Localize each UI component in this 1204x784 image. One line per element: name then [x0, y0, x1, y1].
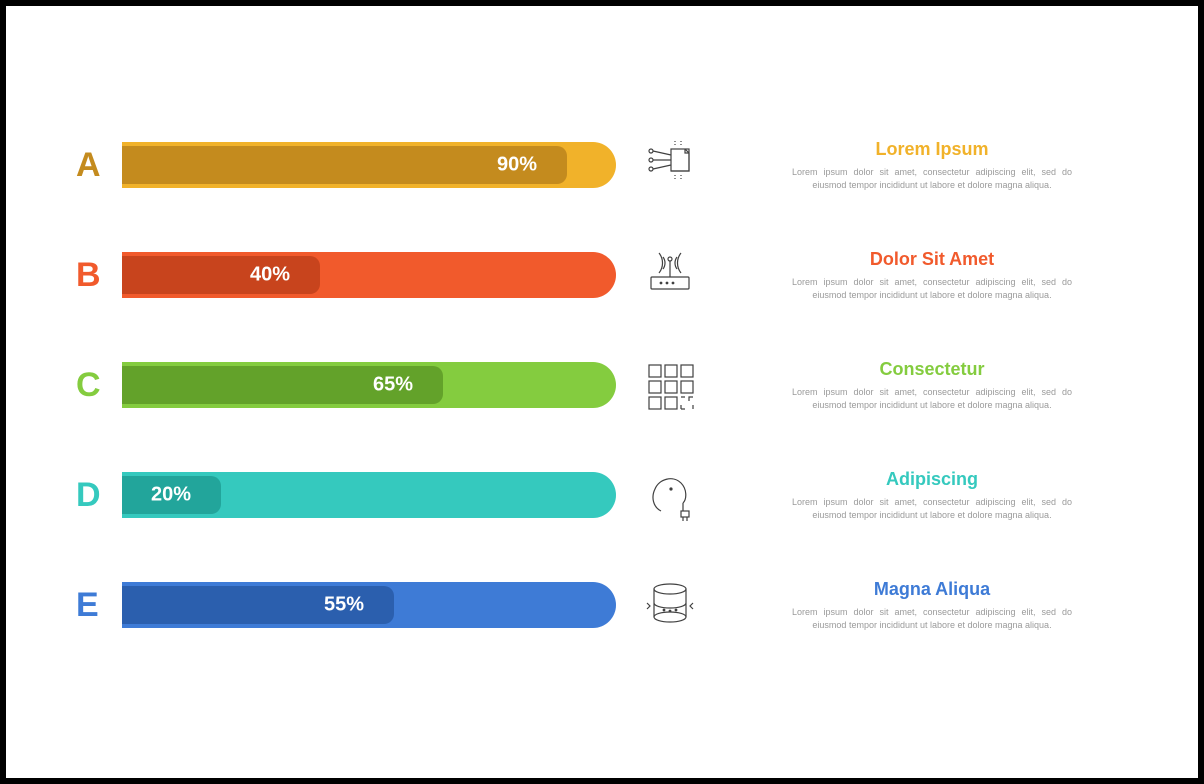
progress-value-label: 55% — [324, 594, 364, 617]
row-description: Lorem ipsum dolor sit amet, consectetur … — [792, 606, 1072, 630]
row-title: Consectetur — [736, 359, 1128, 380]
row-text: Lorem Ipsum Lorem ipsum dolor sit amet, c… — [726, 139, 1128, 190]
infographic-row: C 65% Consectetur Lorem ipsum dolor sit ame… — [76, 356, 1128, 414]
row-text: Adipiscing Lorem ipsum dolor sit amet, co… — [726, 469, 1128, 520]
infographic-row: D 20% Adipiscing Lorem ipsum dolor sit amet… — [76, 466, 1128, 524]
router-icon — [616, 247, 726, 303]
progress-value-label: 90% — [497, 154, 537, 177]
row-text: Consectetur Lorem ipsum dolor sit amet, c… — [726, 359, 1128, 410]
row-description: Lorem ipsum dolor sit amet, consectetur … — [792, 166, 1072, 190]
row-title: Adipiscing — [736, 469, 1128, 490]
progress-bar-track: 55% — [122, 582, 616, 628]
row-description: Lorem ipsum dolor sit amet, consectetur … — [792, 276, 1072, 300]
progress-bar-track: 65% — [122, 362, 616, 408]
infographic-container: A 90% Lorem Ipsum Lorem ipsum dolor sit ame… — [76, 136, 1128, 634]
infographic-row: A 90% Lorem Ipsum Lorem ipsum dolor sit ame… — [76, 136, 1128, 194]
row-text: Dolor Sit Amet Lorem ipsum dolor sit amet… — [726, 249, 1128, 300]
progress-value-label: 65% — [373, 374, 413, 397]
row-text: Magna Aliqua Lorem ipsum dolor sit amet, … — [726, 579, 1128, 630]
row-letter: C — [76, 366, 122, 405]
row-letter: E — [76, 586, 122, 625]
network-doc-icon — [616, 137, 726, 193]
row-description: Lorem ipsum dolor sit amet, consectetur … — [792, 496, 1072, 520]
head-plug-icon — [616, 467, 726, 523]
row-title: Magna Aliqua — [736, 579, 1128, 600]
grid-icon — [616, 357, 726, 413]
row-title: Dolor Sit Amet — [736, 249, 1128, 270]
progress-bar-track: 90% — [122, 142, 616, 188]
infographic-row: E 55% Magna Aliqua Lorem ipsum dolor sit am… — [76, 576, 1128, 634]
database-icon — [616, 577, 726, 633]
progress-value-label: 40% — [250, 264, 290, 287]
progress-bar-fill — [122, 256, 320, 294]
row-title: Lorem Ipsum — [736, 139, 1128, 160]
progress-bar-track: 40% — [122, 252, 616, 298]
row-letter: A — [76, 146, 122, 185]
progress-bar-track: 20% — [122, 472, 616, 518]
row-letter: D — [76, 476, 122, 515]
row-description: Lorem ipsum dolor sit amet, consectetur … — [792, 386, 1072, 410]
infographic-row: B 40% Dolor Sit Amet Lorem ipsum dolor sit … — [76, 246, 1128, 304]
progress-value-label: 20% — [151, 484, 191, 507]
row-letter: B — [76, 256, 122, 295]
